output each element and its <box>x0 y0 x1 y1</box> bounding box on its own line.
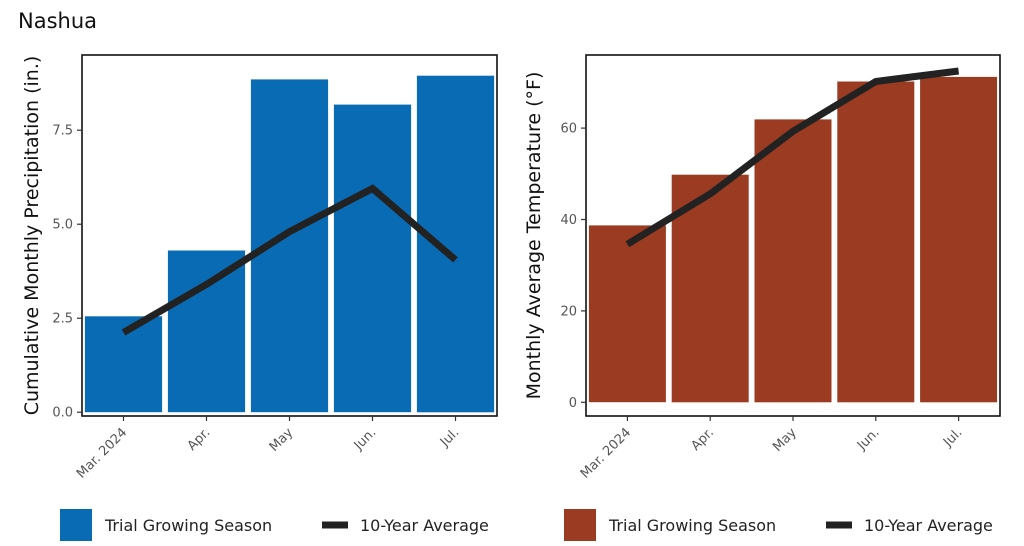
y-tick-label-1-0: 0 <box>569 396 577 411</box>
legend-swatch-bar-0 <box>60 509 92 541</box>
page-title: Nashua <box>18 9 97 33</box>
x-tick-label-1-0: Mar. 2024 <box>578 425 634 481</box>
y-axis-title-1: Monthly Average Temperature (°F) <box>523 72 545 400</box>
x-tick-label-0-0: Mar. 2024 <box>74 425 130 481</box>
bar-0-4 <box>416 75 495 413</box>
y-tick-label-0-3: 7.5 <box>52 124 73 139</box>
bar-0-1 <box>167 250 246 413</box>
average-line-1 <box>625 67 960 248</box>
x-tick-label-1-2: May <box>770 425 800 455</box>
legend-label-bar-1: Trial Growing Season <box>608 516 776 535</box>
bar-0-3 <box>333 104 412 413</box>
x-tick-label-0-4: Jul. <box>437 425 462 450</box>
y-tick-label-1-3: 60 <box>560 122 577 137</box>
x-tick-label-0-1: Apr. <box>185 425 214 454</box>
bar-1-0 <box>588 225 666 403</box>
x-tick-label-1-3: Jun. <box>854 425 883 454</box>
legend-label-line-1: 10-Year Average <box>864 516 993 535</box>
legend-label-bar-0: Trial Growing Season <box>104 516 272 535</box>
y-tick-label-1-1: 20 <box>560 304 577 319</box>
y-tick-label-0-1: 2.5 <box>52 312 73 327</box>
x-tick-label-0-2: May <box>267 425 297 455</box>
y-tick-label-0-0: 0.0 <box>52 406 73 421</box>
y-tick-label-0-2: 5.0 <box>52 218 73 233</box>
bar-1-3 <box>837 81 915 403</box>
bar-1-4 <box>920 76 998 403</box>
x-tick-label-1-4: Jul. <box>940 425 965 450</box>
legend-label-line-0: 10-Year Average <box>360 516 489 535</box>
bar-1-2 <box>754 119 832 403</box>
average-line-0 <box>121 184 458 336</box>
y-tick-label-1-2: 40 <box>560 213 577 228</box>
x-tick-label-1-1: Apr. <box>688 425 717 454</box>
x-tick-label-0-3: Jun. <box>351 425 380 454</box>
legend-swatch-bar-1 <box>564 509 596 541</box>
y-axis-title-0: Cumulative Monthly Precipitation (in.) <box>21 56 43 416</box>
